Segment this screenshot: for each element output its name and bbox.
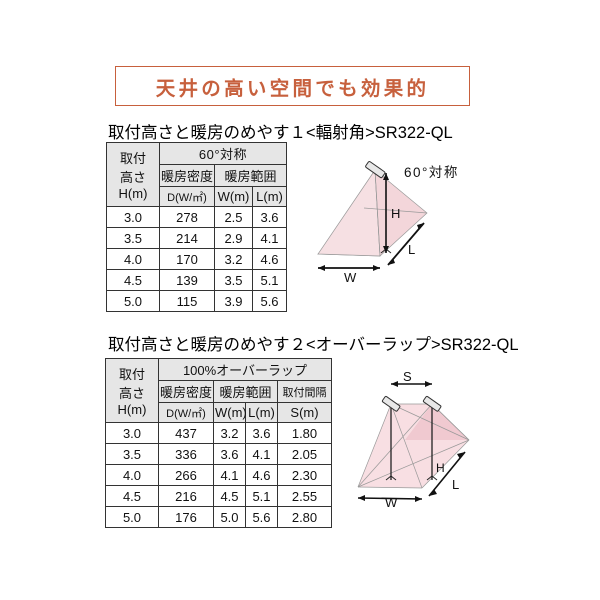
svg-text:L: L bbox=[408, 242, 415, 257]
svg-text:S: S bbox=[403, 372, 412, 384]
svg-text:W: W bbox=[344, 270, 357, 285]
svg-text:H: H bbox=[436, 461, 445, 475]
svg-text:W: W bbox=[385, 495, 398, 507]
svg-text:L: L bbox=[452, 477, 459, 492]
svg-text:60°対称: 60°対称 bbox=[404, 165, 459, 180]
svg-text:H: H bbox=[391, 206, 400, 221]
